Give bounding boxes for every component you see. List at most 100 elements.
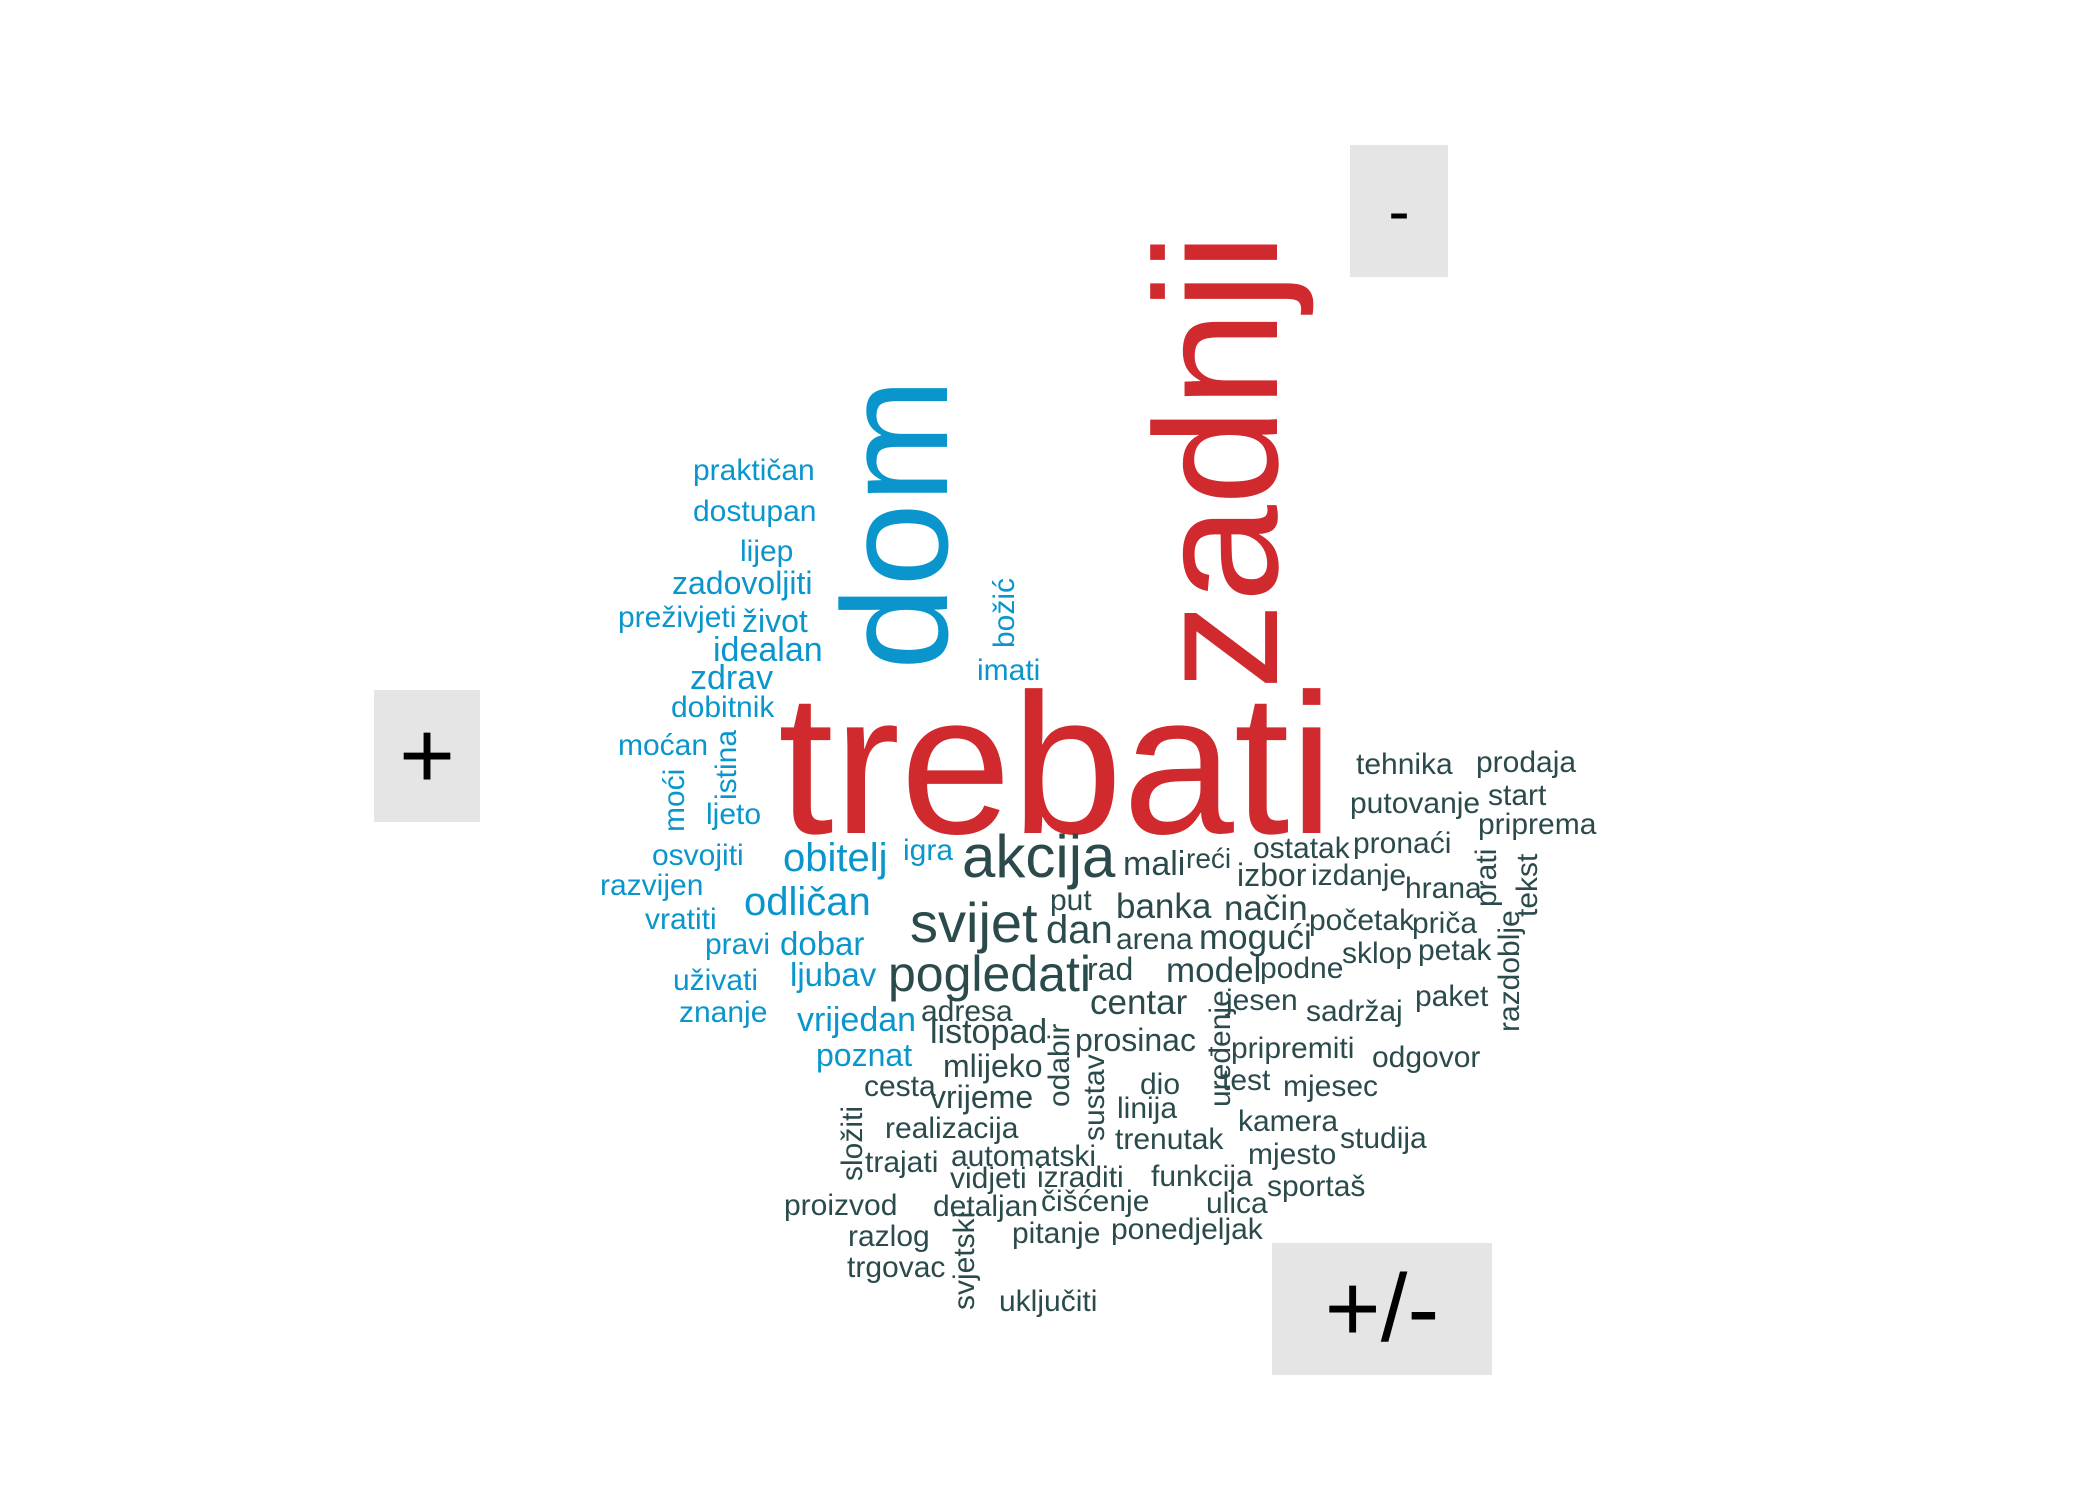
word-poznat: poznat [816,1037,913,1073]
word-adresa: adresa [921,995,1013,1028]
word-lijep: lijep [740,535,794,568]
word-sportaš: sportaš [1267,1170,1366,1203]
word-akcija: akcija [962,823,1116,890]
word-zadnji: zadnji [1120,232,1315,690]
word-prosinac: prosinac [1075,1022,1196,1058]
word-osvojiti: osvojiti [652,839,744,872]
word-putovanje: putovanje [1350,787,1481,820]
word-uživati: uživati [673,964,759,997]
word-moći: moći [658,768,691,832]
word-dio: dio [1140,1068,1181,1101]
word-odgovor: odgovor [1372,1041,1481,1074]
word-razdoblje: razdoblje [1493,910,1526,1032]
word-razvijen: razvijen [600,869,704,902]
group-label-minus: - [1350,145,1448,277]
word-ljeto: ljeto [706,798,762,831]
word-priča: priča [1412,907,1478,940]
word-studija: studija [1340,1122,1427,1155]
word-paket: paket [1415,980,1489,1013]
word-svijet: svijet [910,891,1038,954]
word-prodaja: prodaja [1476,746,1577,779]
word-mjesec: mjesec [1283,1070,1379,1103]
word-ljubav: ljubav [790,956,877,993]
word-dobitnik: dobitnik [671,691,775,724]
word-početak: početak [1309,904,1415,937]
word-hrana: hrana [1405,872,1482,905]
word-banka: banka [1116,887,1212,926]
word-ponedjeljak: ponedjeljak [1111,1213,1263,1246]
word-trebati: trebati [778,653,1334,876]
word-imati: imati [977,654,1041,687]
word-božić: božić [988,577,1021,648]
word-trajati: trajati [865,1146,939,1179]
word-vratiti: vratiti [645,903,717,936]
word-igra: igra [903,834,954,867]
word-složiti: složiti [836,1105,869,1181]
word-pogledati: pogledati [888,946,1091,1002]
word-čišćenje: čišćenje [1041,1185,1150,1218]
word-mjesto: mjesto [1248,1138,1337,1171]
group-label-plus: + [374,690,480,822]
word-detaljan: detaljan [933,1190,1039,1223]
word-rad: rad [1087,951,1134,987]
word-kamera: kamera [1238,1105,1339,1138]
word-izraditi: izraditi [1037,1161,1124,1194]
word-dostupan: dostupan [693,495,817,528]
word-automatski: automatski [951,1140,1097,1173]
word-dobar: dobar [780,925,865,962]
word-priprema: priprema [1478,808,1597,841]
word-odabir: odabir [1043,1023,1076,1107]
word-podne: podne [1260,952,1344,985]
word-uključiti: uključiti [999,1285,1098,1318]
word-sklop: sklop [1342,937,1413,970]
word-preživjeti: preživjeti [618,601,737,634]
word-vrijeme: vrijeme [930,1079,1034,1115]
word-sustav: sustav [1078,1054,1111,1141]
word-zadovoljiti: zadovoljiti [672,565,813,601]
word-model: model [1166,951,1262,990]
word-idealan: idealan [713,631,823,669]
word-ostatak: ostatak [1253,832,1350,865]
word-vrijedan: vrijedan [797,1001,917,1039]
group-label-plus-minus: +/- [1272,1243,1492,1375]
word-odličan: odličan [744,880,871,924]
word-istina: istina [710,729,743,800]
word-prati: prati [1470,848,1503,907]
word-vidjeti: vidjeti [950,1162,1027,1195]
word-moćan: moćan [618,729,709,762]
word-tekst: tekst [1511,853,1544,917]
word-realizacija: realizacija [885,1112,1019,1145]
word-pronaći: pronaći [1353,827,1452,860]
word-izdanje: izdanje [1311,859,1407,892]
word-ulica: ulica [1206,1187,1268,1220]
word-linija: linija [1117,1092,1178,1125]
word-život: život [742,603,808,639]
word-put: put [1050,884,1092,917]
word-test: test [1222,1064,1271,1097]
word-pravi: pravi [705,928,771,961]
word-mogući: mogući [1199,918,1312,957]
word-jesen: jesen [1226,984,1298,1017]
word-zdrav: zdrav [690,659,774,697]
word-sadržaj: sadržaj [1306,995,1403,1028]
word-cesta: cesta [864,1070,936,1103]
word-mali: mali [1123,845,1186,883]
word-izbor: izbor [1237,857,1307,893]
word-obitelj: obitelj [783,836,888,880]
word-listopad: listopad [930,1013,1048,1051]
word-trenutak: trenutak [1115,1123,1224,1156]
word-svjetski: svjetski [948,1211,981,1310]
word-proizvod: proizvod [784,1189,898,1222]
word-tehnika: tehnika [1356,748,1453,781]
word-reći: reći [1186,843,1232,874]
word-pitanje: pitanje [1012,1217,1101,1250]
word-razlog: razlog [848,1220,930,1253]
word-praktičan: praktičan [693,454,815,487]
word-centar: centar [1090,983,1188,1022]
word-način: način [1224,889,1308,928]
word-funkcija: funkcija [1151,1160,1253,1193]
word-mlijeko: mlijeko [943,1048,1043,1084]
word-petak: petak [1418,934,1492,967]
word-trgovac: trgovac [847,1251,946,1284]
